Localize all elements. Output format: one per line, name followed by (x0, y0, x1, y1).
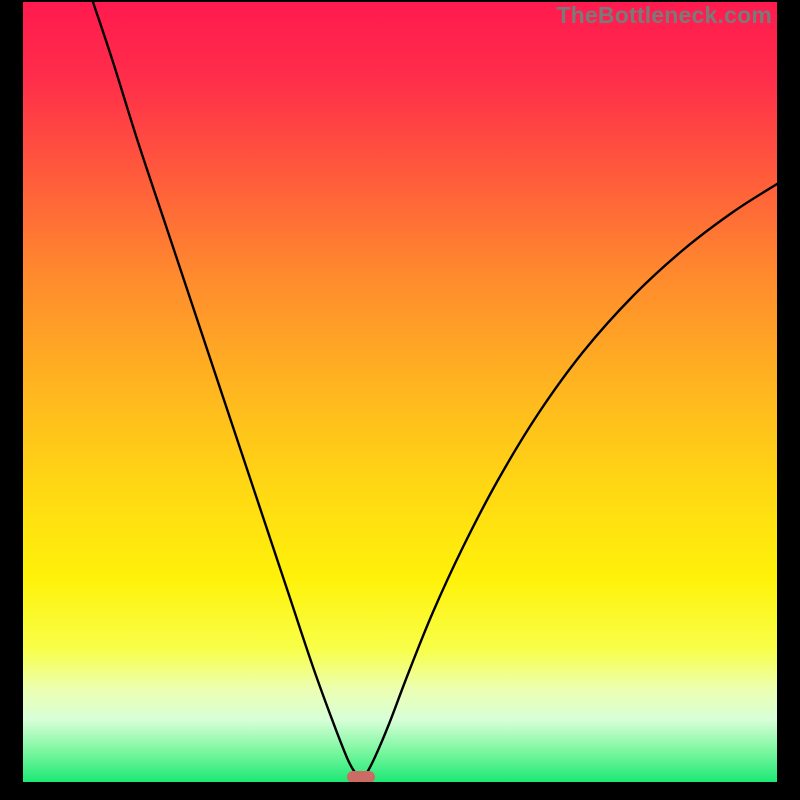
curve-layer (0, 0, 800, 800)
curve-right (361, 184, 777, 777)
watermark-text: TheBottleneck.com (556, 2, 772, 29)
curve-left (93, 2, 361, 777)
border-left (0, 0, 23, 800)
chart-frame: TheBottleneck.com (0, 0, 800, 800)
border-bottom (0, 782, 800, 800)
border-right (777, 0, 800, 800)
